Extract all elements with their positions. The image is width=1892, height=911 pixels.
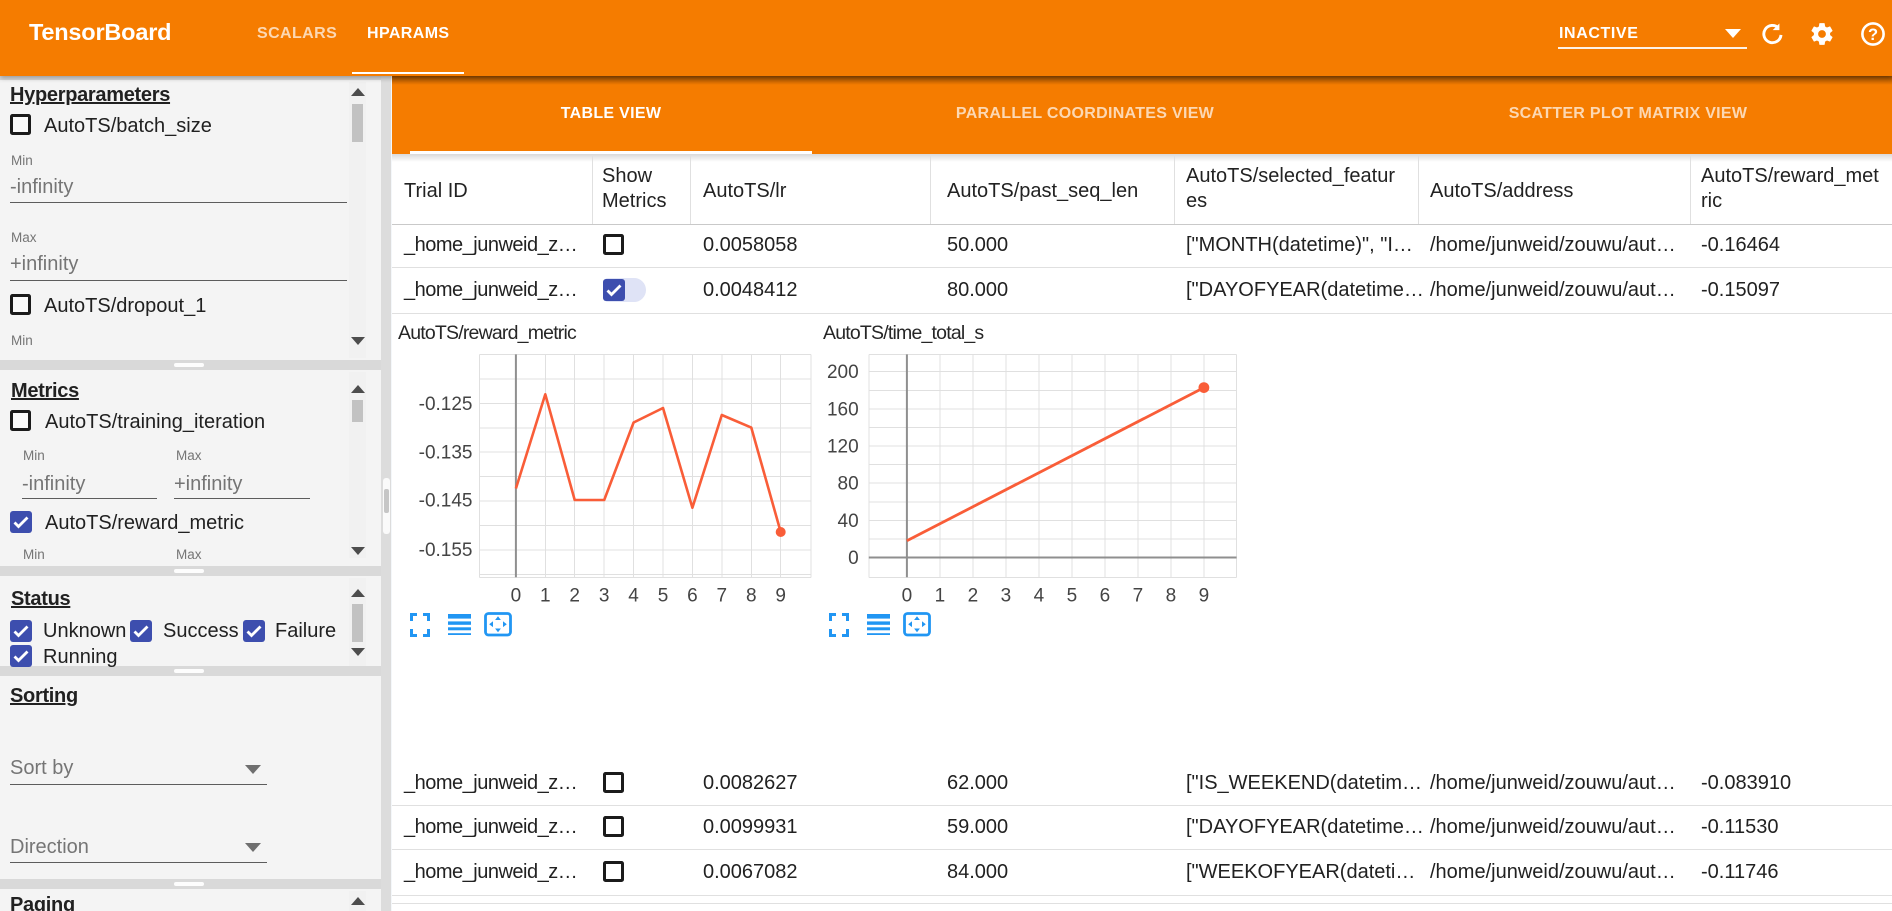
svg-text:3: 3 bbox=[1001, 586, 1012, 607]
svg-text:0: 0 bbox=[902, 586, 913, 607]
svg-text:-0.135: -0.135 bbox=[419, 443, 473, 464]
svg-text:120: 120 bbox=[827, 437, 859, 458]
svg-text:7: 7 bbox=[717, 586, 728, 607]
svg-text:-0.145: -0.145 bbox=[419, 491, 473, 512]
svg-text:2: 2 bbox=[968, 586, 979, 607]
svg-text:9: 9 bbox=[1199, 586, 1210, 607]
svg-text:4: 4 bbox=[628, 586, 639, 607]
svg-text:5: 5 bbox=[658, 586, 669, 607]
svg-text:1: 1 bbox=[540, 586, 551, 607]
svg-text:6: 6 bbox=[1100, 586, 1111, 607]
svg-text:0: 0 bbox=[848, 548, 859, 569]
svg-text:8: 8 bbox=[1166, 586, 1177, 607]
svg-text:3: 3 bbox=[599, 586, 610, 607]
svg-text:7: 7 bbox=[1133, 586, 1144, 607]
svg-text:2: 2 bbox=[569, 586, 580, 607]
svg-text:9: 9 bbox=[775, 586, 786, 607]
svg-text:4: 4 bbox=[1034, 586, 1045, 607]
svg-text:1: 1 bbox=[935, 586, 946, 607]
svg-text:160: 160 bbox=[827, 399, 859, 420]
svg-text:8: 8 bbox=[746, 586, 757, 607]
svg-text:200: 200 bbox=[827, 362, 859, 383]
svg-text:-0.125: -0.125 bbox=[419, 394, 473, 415]
svg-text:40: 40 bbox=[838, 511, 859, 532]
svg-text:80: 80 bbox=[838, 474, 859, 495]
svg-text:5: 5 bbox=[1067, 586, 1078, 607]
svg-text:6: 6 bbox=[687, 586, 698, 607]
svg-text:0: 0 bbox=[511, 586, 522, 607]
svg-text:?: ? bbox=[1868, 26, 1878, 44]
svg-text:-0.155: -0.155 bbox=[419, 540, 473, 561]
